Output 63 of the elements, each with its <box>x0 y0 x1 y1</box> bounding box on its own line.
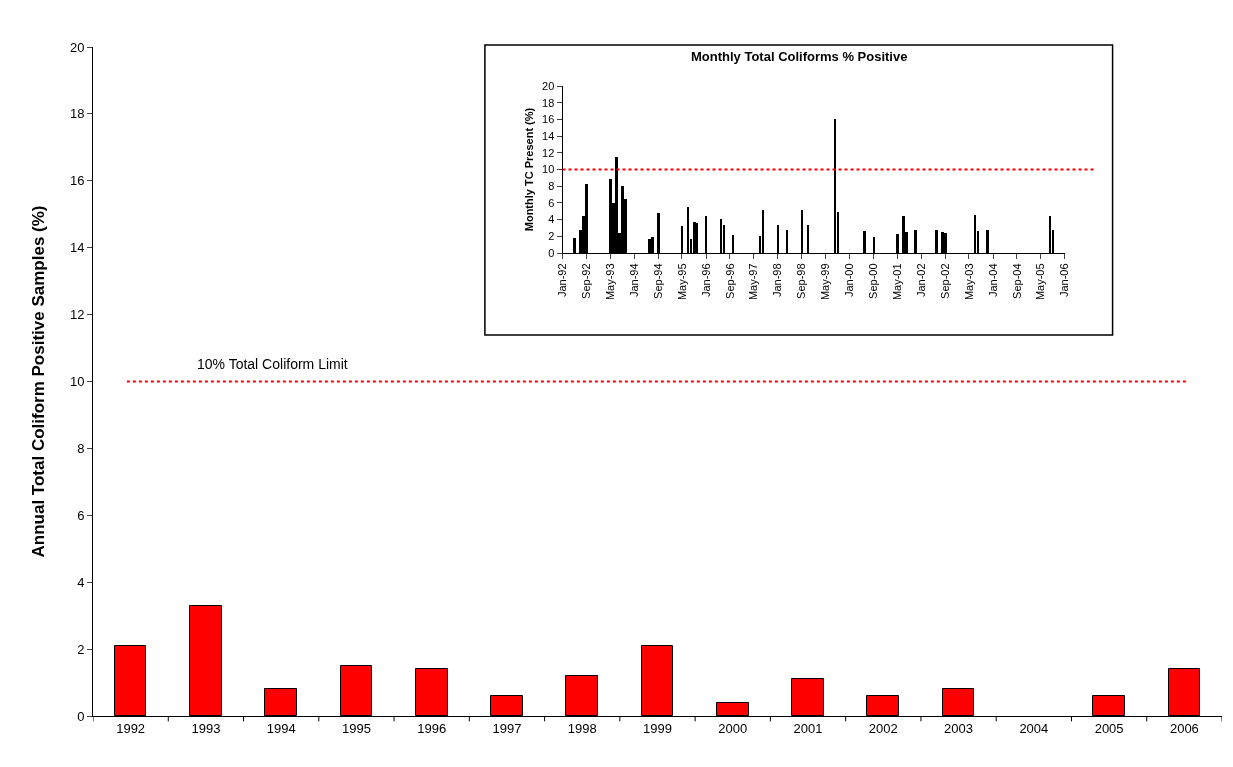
x-tick-label: Jan-02 <box>914 263 927 298</box>
y-tick-label: 18 <box>542 96 555 109</box>
y-axis-title: Annual Total Coliform Positive Samples (%) <box>29 205 49 558</box>
x-tick-label: Jan-06 <box>1058 263 1071 298</box>
x-tick-label: 1997 <box>492 720 522 736</box>
x-tick-label: May-99 <box>819 263 832 301</box>
y-tick-label: 14 <box>542 129 555 142</box>
y-tick-label: 16 <box>69 173 85 189</box>
y-tick-label: 2 <box>548 230 555 243</box>
y-tick-label: 8 <box>77 440 85 456</box>
x-tick-label: 2001 <box>793 720 823 736</box>
x-tick-label: 2000 <box>718 720 748 736</box>
x-tick-label: 2005 <box>1094 720 1124 736</box>
x-tick-label: May-05 <box>1034 263 1047 301</box>
y-tick-label: 8 <box>548 180 555 193</box>
y-tick-label: 12 <box>542 146 555 159</box>
x-tick-label: 2003 <box>944 720 974 736</box>
x-tick-label: Sep-02 <box>938 263 951 299</box>
x-tick-label: Jan-92 <box>556 263 569 298</box>
x-tick-label: 1999 <box>643 720 672 736</box>
y-tick-label: 6 <box>548 196 555 209</box>
x-tick-label: 2004 <box>1019 720 1049 736</box>
x-tick-label: Sep-92 <box>580 263 593 299</box>
x-tick-label: Jan-04 <box>986 263 999 298</box>
y-tick-label: 0 <box>77 708 85 724</box>
y-axis-title: Monthly TC Present (%) <box>522 107 535 232</box>
y-tick-label: 10 <box>69 374 85 390</box>
chart-title: Monthly Total Coliforms % Positive <box>691 49 908 64</box>
y-tick-label: 18 <box>69 106 85 122</box>
ref-line-label: 10% Total Coliform Limit <box>197 356 348 372</box>
x-tick-label: Jan-98 <box>771 263 784 298</box>
x-tick-label: Jan-00 <box>843 263 856 298</box>
x-tick-label: May-93 <box>603 263 616 301</box>
y-tick-label: 6 <box>77 507 85 523</box>
x-tick-label: 1993 <box>191 720 221 736</box>
x-tick-label: Sep-04 <box>1010 263 1023 299</box>
x-tick-label: Sep-96 <box>723 263 736 299</box>
x-tick-label: 2002 <box>868 720 898 736</box>
x-tick-label: 1998 <box>567 720 597 736</box>
x-tick-label: 1996 <box>417 720 447 736</box>
x-tick-label: May-01 <box>890 263 903 301</box>
y-tick-label: 14 <box>69 240 85 256</box>
x-tick-label: Sep-98 <box>795 263 808 299</box>
x-tick-label: Jan-96 <box>699 263 712 298</box>
x-tick-label: 2006 <box>1169 720 1199 736</box>
x-tick-label: Sep-94 <box>651 263 664 299</box>
y-tick-label: 2 <box>77 641 85 657</box>
x-tick-label: Jan-94 <box>627 263 640 298</box>
x-tick-label: 1992 <box>116 720 146 736</box>
x-tick-label: 1994 <box>266 720 296 736</box>
x-tick-label: Sep-00 <box>867 263 880 299</box>
y-tick-label: 4 <box>77 574 85 590</box>
x-tick-label: May-97 <box>747 263 760 301</box>
y-tick-label: 10 <box>542 163 555 176</box>
y-tick-label: 12 <box>69 307 85 323</box>
y-tick-label: 4 <box>548 213 555 226</box>
x-tick-label: May-95 <box>675 263 688 301</box>
y-tick-label: 20 <box>69 39 85 55</box>
x-tick-label: 1995 <box>341 720 371 736</box>
y-tick-label: 20 <box>542 79 555 92</box>
y-tick-label: 16 <box>542 113 555 126</box>
x-tick-label: May-03 <box>962 263 975 301</box>
y-tick-label: 0 <box>548 246 555 259</box>
